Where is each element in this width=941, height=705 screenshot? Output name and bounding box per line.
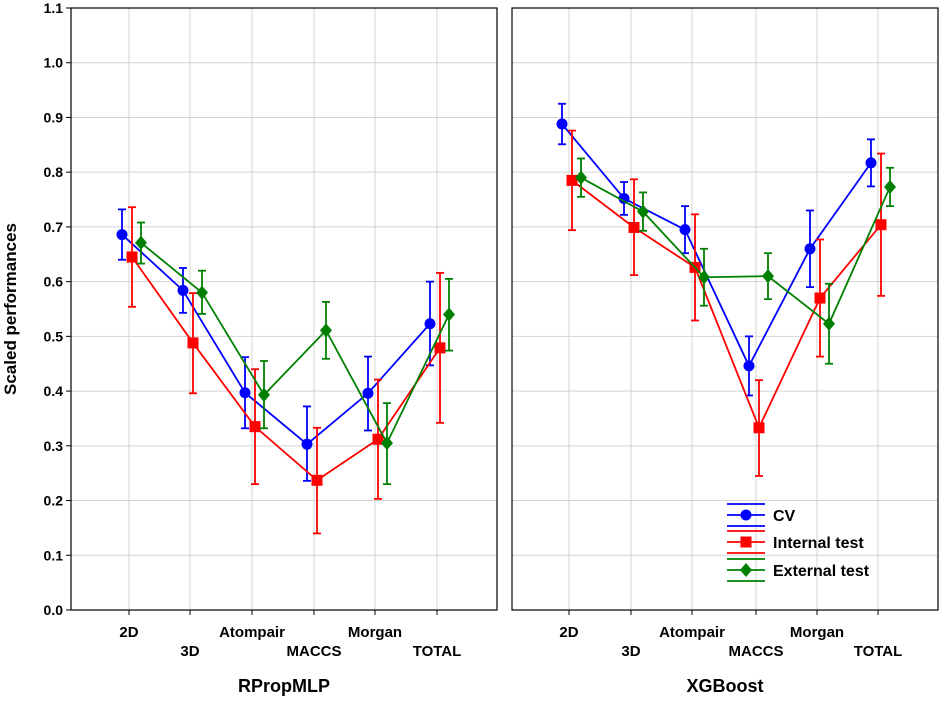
y-tick-label: 0.5	[44, 328, 64, 344]
panels: 0.0 0.1 0.2 0.3 0.4 0.5 0.6 0.7 0.8 0.9 1.0 1.1 2D 3D…	[44, 0, 939, 696]
series-line	[140, 242, 450, 446]
data-point	[177, 284, 189, 296]
legend-marker	[740, 563, 752, 577]
data-point	[126, 251, 138, 263]
data-point	[311, 474, 323, 486]
y-tick-label: 0.0	[44, 602, 64, 618]
data-point	[135, 235, 147, 250]
x-tick-label-total: TOTAL	[413, 643, 462, 660]
data-point	[743, 360, 755, 372]
y-tick-label: 0.1	[44, 547, 64, 563]
data-point	[618, 192, 630, 204]
data-point	[566, 174, 578, 186]
y-tick-label: 0.2	[44, 493, 64, 509]
x-tick-label-maccs: MACCS	[287, 643, 342, 660]
data-point	[884, 179, 896, 194]
y-ticks: 0.0 0.1 0.2 0.3 0.4 0.5 0.6 0.7 0.8 0.9 1.0 1.1	[44, 0, 71, 618]
data-point	[865, 157, 877, 169]
y-tick-label: 0.6	[44, 274, 64, 290]
data-point	[196, 285, 208, 300]
data-point	[424, 318, 436, 330]
data-point	[239, 387, 251, 399]
data-point	[637, 204, 649, 219]
y-axis-label: Scaled performances	[1, 223, 20, 395]
y-tick-label: 0.9	[44, 109, 64, 125]
data-point	[814, 292, 826, 304]
series-line	[561, 123, 872, 368]
panel-title: XGBoost	[686, 676, 763, 696]
legend-entry-cv: CV	[727, 503, 796, 527]
data-point	[320, 323, 332, 338]
gridlines	[512, 7, 938, 611]
series-line	[131, 256, 441, 482]
series-external-test	[135, 221, 455, 486]
data-point	[381, 436, 393, 451]
data-point	[434, 342, 446, 354]
data-point	[116, 229, 128, 241]
data-point	[679, 224, 691, 236]
legend-marker	[740, 509, 752, 521]
y-tick-label: 0.8	[44, 164, 64, 180]
x-tick-label-3d: 3D	[621, 643, 640, 660]
data-point	[575, 170, 587, 185]
y-tick-label: 0.3	[44, 438, 64, 454]
data-point	[301, 438, 313, 450]
plot-frame	[511, 7, 939, 611]
legend-label: CV	[773, 508, 796, 525]
y-tick-label: 1.0	[44, 55, 64, 71]
data-point	[804, 243, 816, 255]
data-point	[628, 221, 640, 233]
data-point	[875, 219, 887, 231]
panel-title: RPropMLP	[238, 676, 330, 696]
gridlines	[71, 7, 497, 611]
data-point	[556, 118, 568, 130]
panel-rpropmlp: 0.0 0.1 0.2 0.3 0.4 0.5 0.6 0.7 0.8 0.9 1.0 1.1 2D 3D…	[44, 0, 498, 696]
series-cv	[556, 102, 877, 397]
x-tick-label-3d: 3D	[180, 643, 199, 660]
data-point	[753, 422, 765, 434]
data-point	[362, 387, 374, 399]
series-line	[571, 179, 882, 431]
data-point	[698, 270, 710, 285]
x-tick-label-atompair: Atompair	[659, 624, 725, 641]
data-point	[372, 433, 384, 445]
x-tick-label-morgan: Morgan	[348, 624, 402, 641]
series-line	[580, 176, 891, 326]
y-tick-label: 0.7	[44, 219, 64, 235]
data-point	[823, 316, 835, 331]
y-tick-label: 0.4	[44, 383, 64, 399]
x-tick-label-maccs: MACCS	[729, 643, 784, 660]
data-point	[258, 387, 270, 402]
x-tick-label-total: TOTAL	[854, 643, 903, 660]
legend-entry-internal-test: Internal test	[727, 530, 864, 554]
legend-entry-external-test: External test	[727, 558, 870, 582]
legend-marker	[740, 536, 752, 548]
x-tick-label-morgan: Morgan	[790, 624, 844, 641]
data-point	[249, 421, 261, 433]
x-tick-label-atompair: Atompair	[219, 624, 285, 641]
x-tick-label-2d: 2D	[119, 624, 138, 641]
series-external-test	[575, 157, 896, 365]
data-point	[762, 269, 774, 284]
legend-label: Internal test	[773, 535, 864, 552]
legend: CV Internal test External test	[727, 503, 870, 582]
data-point	[187, 337, 199, 349]
series-internal-test	[126, 206, 446, 535]
x-tick-label-2d: 2D	[559, 624, 578, 641]
y-axis-label-group: Scaled performances	[1, 223, 20, 395]
y-tick-label: 1.1	[44, 0, 64, 16]
plot-frame	[70, 7, 498, 611]
legend-label: External test	[773, 563, 870, 580]
data-point	[443, 307, 455, 322]
